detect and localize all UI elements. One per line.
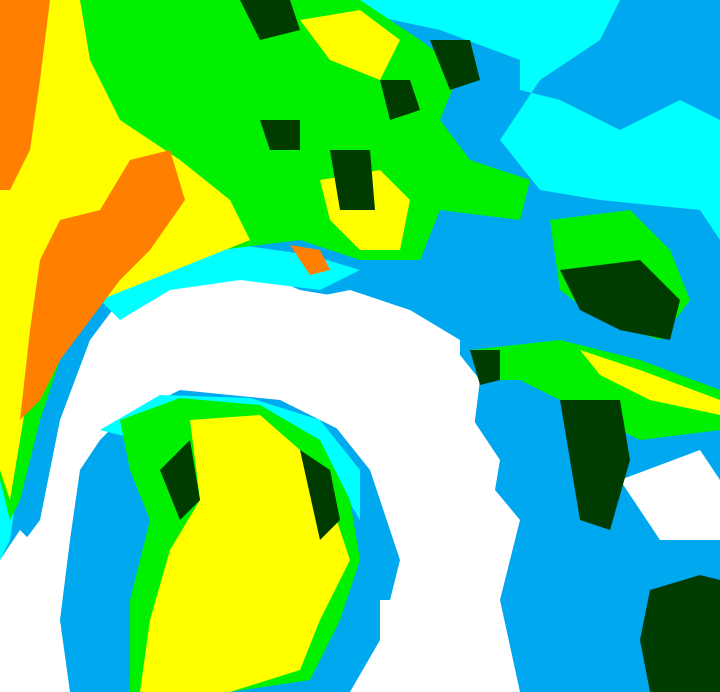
dark-green-regions xyxy=(160,0,720,692)
white-regions xyxy=(0,290,720,692)
orange-regions xyxy=(0,0,330,420)
